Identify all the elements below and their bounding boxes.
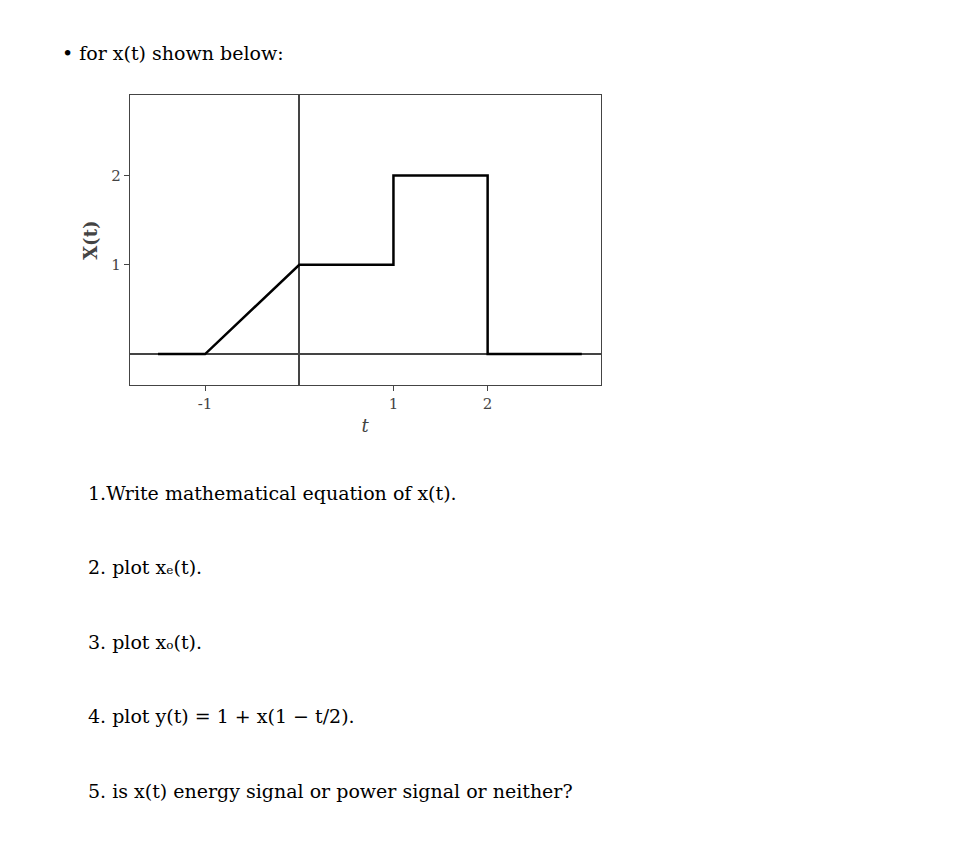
svg-text:1: 1 [111, 256, 121, 274]
svg-text:X(t): X(t) [80, 221, 101, 260]
svg-text:2. plot xₑ(t).: 2. plot xₑ(t). [88, 556, 202, 578]
svg-text:t: t [362, 415, 370, 436]
svg-text:5. is x(t) energy signal or po: 5. is x(t) energy signal or power signal… [88, 780, 573, 802]
svg-text:1.Write mathematical equation: 1.Write mathematical equation of x(t). [88, 482, 457, 504]
svg-text:2: 2 [483, 395, 493, 413]
svg-text:-1: -1 [198, 395, 213, 413]
svg-text:2: 2 [111, 167, 121, 185]
svg-text:4. plot y(t) = 1 + x(1 − t/2).: 4. plot y(t) = 1 + x(1 − t/2). [88, 705, 355, 727]
svg-text:1: 1 [389, 395, 399, 413]
svg-text:• for x(t) shown below:: • for x(t) shown below: [62, 42, 284, 64]
svg-text:3. plot xₒ(t).: 3. plot xₒ(t). [88, 631, 202, 653]
